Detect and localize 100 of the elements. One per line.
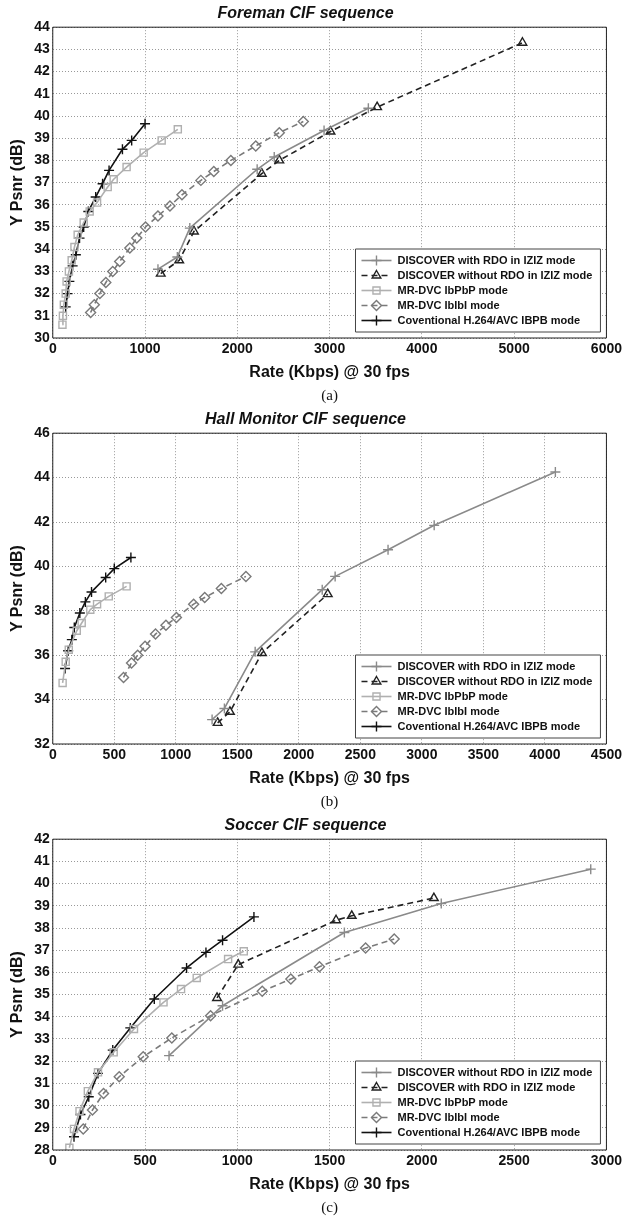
- point: [58, 678, 67, 688]
- point: [79, 218, 88, 227]
- y-tick-label: 34: [34, 1007, 50, 1024]
- point: [122, 582, 131, 591]
- point: [61, 657, 70, 667]
- point: [116, 143, 129, 155]
- point: [211, 992, 223, 1002]
- y-tick-label: 36: [34, 195, 50, 212]
- point: [72, 626, 81, 636]
- y-tick-label: 36: [34, 646, 50, 663]
- point: [148, 993, 160, 1005]
- x-tick-label: 2000: [283, 746, 315, 763]
- point: [139, 221, 152, 233]
- point: [388, 933, 400, 945]
- point: [215, 582, 228, 595]
- point: [99, 571, 112, 584]
- point: [152, 210, 164, 222]
- x-tick-label: 500: [133, 1152, 157, 1169]
- point: [195, 174, 207, 187]
- point: [188, 225, 199, 235]
- point: [149, 628, 162, 640]
- legend-label: MR-DVC IbPbP mode: [397, 689, 508, 702]
- point: [58, 311, 68, 321]
- point: [131, 649, 144, 661]
- point: [428, 892, 439, 902]
- point: [382, 544, 394, 556]
- point: [325, 125, 336, 135]
- y-tick-label: 33: [34, 1029, 50, 1046]
- point: [256, 647, 267, 657]
- point: [109, 175, 118, 184]
- y-tick-label: 41: [34, 84, 50, 101]
- point: [322, 588, 333, 598]
- point: [62, 277, 71, 286]
- y-tick-label: 36: [34, 963, 50, 980]
- x-tick-label: 1000: [129, 340, 161, 357]
- point: [208, 165, 220, 178]
- point: [88, 299, 100, 311]
- point: [176, 984, 186, 994]
- point: [212, 717, 223, 727]
- point: [129, 1024, 139, 1034]
- point: [113, 255, 126, 268]
- point: [199, 591, 211, 604]
- y-tick-label: 37: [34, 173, 50, 190]
- point: [274, 154, 285, 164]
- y-tick-label: 43: [34, 40, 50, 57]
- x-tick-label: 3000: [314, 340, 346, 357]
- point: [83, 1086, 93, 1096]
- point: [187, 598, 200, 610]
- x-tick-label: 500: [102, 746, 127, 763]
- point: [92, 198, 102, 207]
- y-tick-label: 33: [34, 262, 50, 279]
- text: (a): [321, 387, 338, 405]
- x-tick-label: 4000: [406, 340, 438, 357]
- y-tick-label: 42: [34, 512, 50, 529]
- point: [362, 102, 375, 114]
- point: [139, 640, 151, 653]
- point: [75, 1106, 84, 1116]
- point: [139, 118, 151, 130]
- point: [86, 1104, 99, 1116]
- x-tick-label: 2000: [406, 1152, 438, 1169]
- y-tick-label: 32: [34, 1052, 50, 1069]
- point: [206, 713, 218, 726]
- point: [200, 946, 212, 959]
- y-tick-label: 35: [34, 985, 50, 1002]
- x-tick-label: 0: [48, 340, 57, 357]
- point: [216, 934, 229, 946]
- x-axis-title: Rate (Kbps) @ 30 fps: [249, 768, 410, 786]
- point: [159, 998, 168, 1007]
- legend-label: Coventional H.264/AVC IBPB mode: [397, 313, 581, 326]
- legend-label: DISCOVER with RDO in IZIZ mode: [397, 659, 576, 672]
- point: [113, 1071, 125, 1083]
- y-tick-label: 44: [34, 18, 50, 35]
- point: [338, 926, 351, 939]
- y-tick-label: 34: [34, 690, 50, 707]
- point: [218, 702, 231, 715]
- y-tick-label: 31: [34, 1074, 50, 1091]
- y-tick-label: 37: [34, 941, 50, 958]
- y-tick-label: 32: [34, 734, 50, 751]
- y-tick-label: 38: [34, 601, 50, 618]
- point: [316, 584, 328, 596]
- point: [313, 961, 326, 973]
- point: [104, 592, 113, 601]
- point: [67, 256, 76, 265]
- point: [70, 242, 79, 252]
- point: [97, 1087, 110, 1100]
- point: [163, 1049, 175, 1062]
- y-axis-title: Y Psnr (dB): [8, 139, 26, 227]
- chart-title: Foreman CIF sequence: [217, 4, 394, 22]
- y-tick-label: 44: [34, 468, 50, 485]
- point: [124, 242, 136, 254]
- legend-label: MR-DVC IbIbI mode: [397, 298, 500, 311]
- point: [109, 1048, 118, 1057]
- point: [176, 189, 188, 201]
- legend-label: DISCOVER with RDO in IZIZ mode: [397, 1080, 576, 1093]
- y-tick-label: 38: [34, 918, 50, 935]
- x-tick-label: 2500: [498, 1152, 530, 1169]
- point: [256, 985, 268, 997]
- legend-label: MR-DVC IbIbI mode: [397, 704, 500, 717]
- point: [192, 973, 201, 983]
- y-tick-label: 41: [34, 852, 50, 869]
